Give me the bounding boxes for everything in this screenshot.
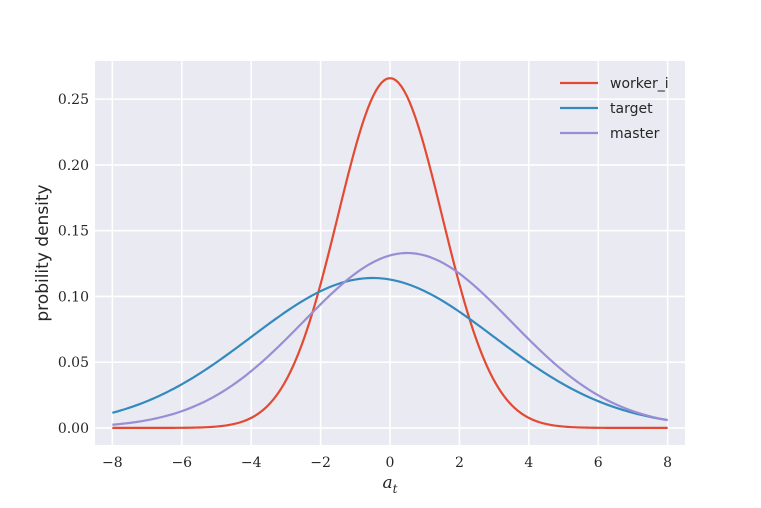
y-tick-label: 0.20: [58, 158, 89, 174]
series-line-master: [112, 251, 668, 426]
series-lines: [112, 77, 668, 429]
legend-label: target: [610, 101, 653, 117]
x-tick-label: −4: [241, 455, 262, 471]
x-tick-label: 2: [455, 455, 464, 471]
y-tick-label: 0.05: [58, 355, 89, 371]
series-line-target: [112, 276, 668, 422]
y-tick-labels: 0.00 0.05 0.10 0.15 0.20 0.25: [58, 92, 89, 437]
x-tick-label: 8: [663, 455, 672, 471]
series-line-worker-i: [112, 77, 668, 429]
legend-label: worker_i: [610, 76, 669, 92]
x-tick-label: −2: [310, 455, 331, 471]
x-tick-label: −6: [171, 455, 192, 471]
x-axis-label-sub: t: [393, 482, 398, 496]
x-tick-label: −8: [102, 455, 123, 471]
legend-label: master: [610, 126, 660, 142]
x-tick-label: 0: [386, 455, 395, 471]
x-axis-label: at: [383, 473, 398, 496]
x-axis-label-base: a: [383, 473, 393, 493]
y-axis-label: probility density: [33, 184, 53, 321]
x-tick-label: 4: [524, 455, 533, 471]
y-tick-label: 0.25: [58, 92, 89, 108]
x-tick-labels: −8 −6 −4 −2 0 2 4 6 8: [102, 455, 672, 471]
y-tick-label: 0.10: [58, 289, 89, 305]
x-tick-label: 6: [594, 455, 603, 471]
y-tick-label: 0.15: [58, 224, 89, 240]
y-tick-label: 0.00: [58, 421, 89, 437]
